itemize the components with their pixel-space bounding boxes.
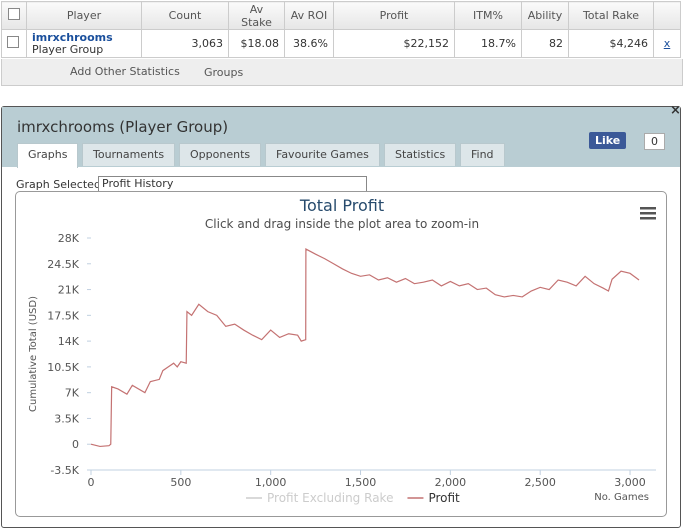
cell: 18.7% bbox=[454, 29, 522, 58]
y-tick-label: 0 bbox=[72, 438, 79, 451]
player-group: Player Group bbox=[32, 42, 104, 56]
legend-label[interactable]: Profit Excluding Rake bbox=[267, 491, 393, 505]
chart-title: Total Profit bbox=[299, 196, 384, 215]
y-tick-label: 7K bbox=[65, 387, 80, 400]
y-tick-label: 28K bbox=[58, 232, 80, 245]
x-tick-label: 500 bbox=[170, 476, 191, 489]
like-count: 0 bbox=[644, 133, 665, 150]
add-stats[interactable]: Add Other Statistics bbox=[70, 65, 180, 78]
profit-line bbox=[90, 248, 640, 448]
x-tick-label: 0 bbox=[88, 476, 95, 489]
header[interactable]: Av Stake bbox=[228, 1, 285, 30]
header[interactable]: Count bbox=[141, 1, 229, 30]
x-tick-label: 2,000 bbox=[435, 476, 467, 489]
groups[interactable]: Groups bbox=[204, 66, 244, 79]
cell: 38.6% bbox=[284, 29, 334, 58]
y-tick-label: 24.5K bbox=[47, 258, 79, 271]
y-tick-label: 10.5K bbox=[47, 361, 79, 374]
header[interactable]: ITM% bbox=[454, 1, 522, 30]
cell: $22,152 bbox=[333, 29, 455, 58]
y-tick-label: 3.5K bbox=[54, 412, 79, 425]
header[interactable]: Av ROI bbox=[284, 1, 334, 30]
header[interactable]: Player bbox=[26, 1, 142, 30]
tab[interactable]: Graphs bbox=[17, 143, 79, 168]
x-tick-label: 3,000 bbox=[614, 476, 646, 489]
cell: $18.08 bbox=[228, 29, 285, 58]
player-link[interactable]: imrxchrooms bbox=[32, 30, 113, 44]
header[interactable]: Total Rake bbox=[568, 1, 654, 30]
chart-subtitle: Click and drag inside the plot area to z… bbox=[205, 217, 479, 231]
x-axis-label: No. Games bbox=[594, 492, 649, 503]
cell: $4,246 bbox=[568, 29, 654, 58]
checkbox[interactable] bbox=[8, 8, 20, 20]
cell: 82 bbox=[521, 29, 569, 58]
header[interactable]: Profit bbox=[333, 1, 455, 30]
tab[interactable]: Tournaments bbox=[82, 143, 176, 166]
legend-label[interactable]: Profit bbox=[428, 491, 460, 505]
x-tick-label: 1,000 bbox=[255, 476, 287, 489]
close[interactable]: × bbox=[670, 103, 681, 118]
tab[interactable]: Find bbox=[460, 143, 505, 166]
y-axis-label: Cumulative Total (USD) bbox=[28, 296, 39, 412]
x-tick-label: 2,500 bbox=[524, 476, 556, 489]
y-tick-label: 17.5K bbox=[47, 309, 79, 322]
tab[interactable]: Favourite Games bbox=[265, 143, 380, 166]
cell: 3,063 bbox=[141, 29, 229, 58]
stats-table: Player Count Av Stake Av ROI Profit ITM%… bbox=[1, 1, 681, 58]
toolbar: Add Other Statistics Groups bbox=[1, 59, 683, 86]
panel-title: imrxchrooms (Player Group) bbox=[17, 118, 229, 136]
graph-select[interactable]: Profit History bbox=[98, 176, 367, 192]
like-button[interactable]: Like bbox=[589, 132, 627, 149]
header[interactable]: Ability bbox=[521, 1, 569, 30]
remove[interactable]: x bbox=[653, 29, 681, 58]
chart: Total Profit Click and drag inside the p… bbox=[15, 191, 667, 517]
x-tick-label: 1,500 bbox=[345, 476, 377, 489]
y-tick-label: 21K bbox=[58, 284, 80, 297]
graph-label: Graph Selected: bbox=[16, 178, 105, 191]
tab[interactable]: Statistics bbox=[384, 143, 457, 166]
y-tick-label: -3.5K bbox=[50, 464, 79, 477]
checkbox[interactable] bbox=[7, 36, 19, 48]
tab[interactable]: Opponents bbox=[179, 143, 262, 166]
menu[interactable] bbox=[640, 207, 656, 220]
y-tick-label: 14K bbox=[58, 335, 80, 348]
